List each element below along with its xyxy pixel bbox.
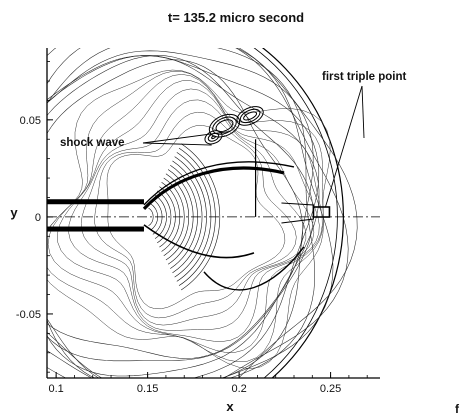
x-axis-label: x	[226, 399, 234, 414]
vortex-contour	[239, 108, 261, 124]
y-tick-label: 0	[35, 212, 41, 224]
vortex-contour	[236, 106, 264, 126]
contour-line	[47, 50, 314, 378]
triple-point-leader	[325, 85, 363, 208]
expansion-fan-contour	[165, 173, 190, 261]
y-tick-label: -0.05	[16, 309, 41, 321]
annotations: shock wave first triple point	[60, 71, 407, 208]
expansion-fan-contour	[148, 207, 154, 227]
mach-disk-contour	[281, 202, 314, 224]
contour-line	[47, 74, 323, 353]
expansion-fan-contour	[174, 156, 207, 278]
vortex-contour	[208, 113, 241, 138]
contour-line	[47, 55, 320, 377]
axes: 0.1 0.15 0.2 0.25 0.05 0 -0.05	[16, 48, 380, 395]
nozzle-wall	[47, 199, 144, 205]
contour-line	[47, 48, 358, 378]
contour-line	[47, 55, 314, 362]
shock-wave-leader	[142, 131, 231, 144]
annotation-first-triple-point: first triple point	[322, 71, 407, 83]
lower-shear-layer	[143, 224, 255, 259]
contour-line	[47, 48, 334, 378]
x-tick-label: 0.2	[231, 383, 246, 395]
nozzle-wall	[47, 226, 144, 232]
y-axis-label: y	[10, 205, 18, 220]
vortex-contour	[243, 111, 258, 121]
annotation-shock-wave: shock wave	[60, 137, 125, 149]
contour-line	[47, 48, 349, 378]
upper-shear-layer-outer	[143, 161, 295, 206]
expansion-fan-contour	[172, 160, 203, 274]
contour-line	[47, 55, 320, 378]
contour-line	[80, 99, 307, 326]
contour-field	[47, 48, 380, 378]
chart-title: t= 135.2 micro second	[168, 10, 304, 25]
vortex-contour	[204, 130, 223, 145]
shock-wave-leader	[142, 142, 212, 146]
x-tick-label: 0.1	[48, 383, 63, 395]
upper-shear-layer	[142, 166, 285, 210]
corner-fragment: f	[455, 402, 460, 416]
triple-point-leader	[361, 85, 365, 139]
y-tick-label: 0.05	[20, 115, 41, 127]
contour-line	[57, 80, 320, 342]
expansion-fan-contour	[181, 143, 221, 291]
vortex-contour	[215, 119, 234, 133]
x-tick-label: 0.15	[137, 383, 158, 395]
contour-line	[94, 111, 297, 319]
x-tick-label: 0.25	[320, 383, 341, 395]
contour-line	[47, 59, 303, 359]
lower-vortex-contour	[203, 246, 305, 291]
vortex-contour	[211, 135, 216, 140]
